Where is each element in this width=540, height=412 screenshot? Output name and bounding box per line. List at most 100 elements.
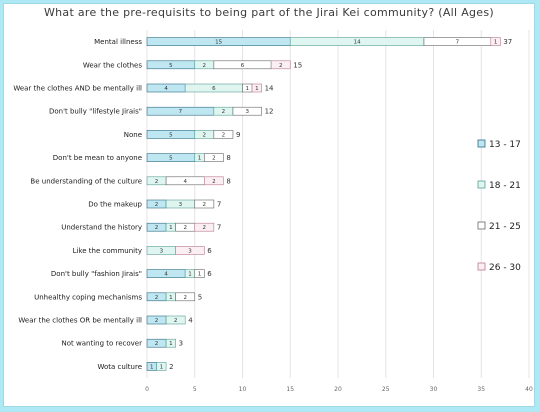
x-tick-label: 15 [286,386,294,393]
bar-segment [175,246,205,255]
bar-segment [194,269,205,278]
bar-total-label: 7 [217,224,221,232]
bar-segment [213,130,234,139]
x-tick-label: 25 [382,386,390,393]
category-label: Wear the clothes AND be mentally ill [13,85,142,93]
bar-value-label: 2 [155,202,159,208]
bar-value-label: 6 [241,63,245,69]
bar-value-label: 1 [160,364,164,370]
category-label: Wear the clothes [83,61,142,69]
bar-value-label: 2 [212,179,216,185]
bar-value-label: 2 [155,179,159,185]
bar-value-label: 1 [188,272,192,278]
bar-value-label: 7 [179,109,183,115]
bar-segment [204,176,224,186]
legend-swatch [477,221,486,230]
legend-label: 21 - 25 [489,222,521,232]
category-label: Understand the history [61,224,142,232]
x-tick-label: 30 [430,386,438,393]
bar-value-label: 1 [494,40,498,46]
bar-total-label: 14 [265,85,274,93]
bar-segment [490,37,501,46]
bar-total-label: 3 [179,340,183,348]
legend-swatch [477,180,486,189]
bar-value-label: 3 [179,202,183,208]
bar-total-label: 15 [293,61,302,69]
bar-value-label: 1 [150,364,154,370]
bar-value-label: 2 [203,132,207,138]
bar-value-label: 2 [279,63,283,69]
bar-total-label: 37 [503,38,512,46]
chart-frame: What are the pre-requisits to being part… [4,4,534,406]
bar-value-label: 2 [155,341,159,347]
bars: 15 14 7 1 375 2 6 2 154 6 1 1 147 2 3 125 2 2 95 1 2 82 4 2 82 3 2… [146,37,512,371]
bar-value-label: 14 [354,40,361,46]
bar-value-label: 1 [255,86,259,92]
bar-segment [270,60,291,70]
bar-value-label: 2 [203,202,207,208]
legend-label: 18 - 21 [489,181,521,191]
bar-segment [194,222,215,232]
x-tick-label: 35 [477,386,485,393]
bar-value-label: 2 [222,109,226,115]
category-label: None [124,131,142,139]
bar-segment [165,338,176,348]
chart-title: What are the pre-requisits to being part… [44,6,494,19]
bar-value-label: 6 [212,86,216,92]
bar-value-label: 3 [160,248,164,254]
bar-value-label: 2 [183,225,187,231]
bar-value-label: 3 [246,109,250,115]
bar-value-label: 1 [198,156,202,162]
legend-swatch [477,139,486,148]
bar-value-label: 2 [155,225,159,231]
category-label: Don't bully "fashion Jirais" [51,270,142,278]
bar-value-label: 5 [169,132,173,138]
bar-value-label: 2 [222,132,226,138]
bar-total-label: 8 [226,154,230,162]
bar-value-label: 2 [203,225,207,231]
legend-swatch [477,262,486,271]
bar-value-label: 2 [203,63,207,69]
legend-label: 13 - 17 [489,140,521,150]
category-label: Unhealthy coping mechanisms [34,293,142,301]
bar-segment [232,106,262,116]
bar-total-label: 6 [207,270,212,278]
bar-value-label: 5 [169,63,173,69]
x-tick-label: 20 [334,386,342,393]
x-tick-label: 10 [239,386,247,393]
category-label: Be understanding of the culture [30,177,142,185]
bar-value-label: 1 [169,225,173,231]
chart: What are the pre-requisits to being part… [13,6,533,393]
legend-label: 26 - 30 [489,263,521,273]
bar-value-label: 2 [155,295,159,301]
legend: 13 - 17 18 - 21 21 - 25 26 - 30 [477,139,521,273]
bar-value-label: 2 [183,295,187,301]
category-label: Don't bully "lifestyle Jirais" [49,108,142,116]
bar-value-label: 3 [188,248,192,254]
bar-segment [194,199,215,209]
bar-segment [204,153,224,162]
bar-total-label: 5 [198,293,202,301]
bar-total-label: 7 [217,201,221,209]
category-label: Not wanting to recover [62,340,143,348]
bar-total-label: 6 [207,247,212,255]
category-labels: Mental illness Wear the clothes Wear the c… [13,38,142,371]
bar-segment [175,292,196,302]
x-tick-label: 5 [193,386,197,393]
bar-value-label: 4 [164,272,168,278]
bar-value-label: 2 [174,318,178,324]
bar-segment [251,83,262,93]
x-tick-label: 0 [145,386,149,393]
bar-total-label: 4 [188,317,193,325]
bar-value-label: 2 [155,318,159,324]
bar-value-label: 2 [212,156,216,162]
bar-value-label: 5 [169,156,173,162]
bar-value-label: 1 [198,272,202,278]
bar-value-label: 1 [169,295,173,301]
bar-value-label: 4 [164,86,168,92]
bar-value-label: 15 [215,40,222,46]
category-label: Do the makeup [88,201,142,209]
category-label: Like the community [73,247,142,255]
bar-total-label: 8 [226,177,230,185]
bar-value-label: 1 [169,341,173,347]
